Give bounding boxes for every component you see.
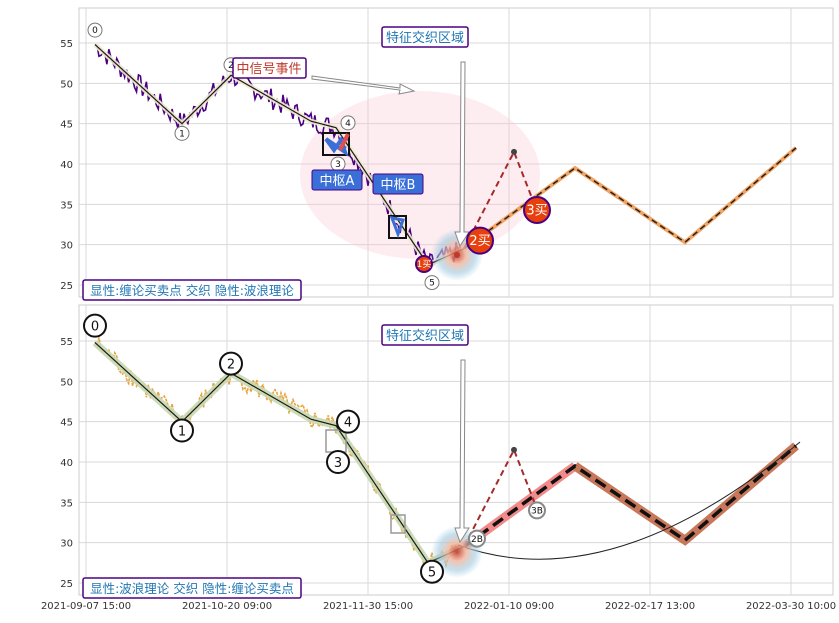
y-tick-label: 35 (60, 498, 73, 509)
buy-point-label: 1买 (417, 259, 432, 270)
wave-label: 5 (429, 279, 435, 289)
buy-point-circle (466, 226, 494, 255)
bottom-y-axis: 25 30 35 40 45 50 55 (60, 337, 73, 590)
x-axis: 2021-09-07 15:00 2021-10-20 09:00 2021-11-… (41, 601, 836, 612)
signal-event-label: 中信号事件 (236, 62, 301, 77)
buy-point-label: 2买 (469, 234, 490, 249)
zhongshu-b-label-box: 中枢B (372, 173, 424, 195)
y-tick-label: 30 (60, 241, 73, 252)
wave-label-circle (340, 115, 356, 131)
y-tick-label: 50 (60, 377, 73, 388)
wave-label: 3 (335, 160, 341, 170)
bottom-region-label-box: 特征交织区域 (381, 324, 469, 346)
y-tick-label: 25 (60, 281, 73, 292)
wave-label: 0 (92, 26, 98, 36)
top-dashed-buy-path (463, 148, 537, 250)
zhongshu-b-box (388, 215, 407, 239)
zhongshu-a-fill (324, 135, 349, 158)
wave-label-circle (420, 559, 444, 584)
forecast-line (463, 147, 797, 250)
x-tick-label: 2022-01-10 09:00 (464, 601, 554, 612)
x-tick-label: 2022-02-17 13:00 (605, 601, 695, 612)
buy-point-label: 3买 (526, 204, 547, 219)
zhongshu-b-label: 中枢B (381, 178, 416, 193)
y-tick-label: 35 (60, 200, 73, 211)
region-label: 特征交织区域 (386, 30, 464, 46)
wave-label-circle (326, 450, 350, 474)
top-legend-box: 显性:缠论买卖点 交织 隐性:波浪理论 (82, 279, 302, 301)
wave-label-circle (174, 125, 190, 141)
buy-point-circle (528, 501, 546, 520)
wave-label: 4 (344, 416, 352, 431)
y-tick-label: 55 (60, 337, 73, 348)
y-tick-label: 40 (60, 160, 73, 171)
dashed-peak-dot (511, 148, 517, 155)
bottom-down-arrow (454, 359, 470, 544)
y-tick-label: 45 (60, 418, 73, 429)
wave-label: 4 (345, 119, 351, 129)
wave-label: 1 (179, 129, 185, 139)
x-tick-label: 2021-11-30 15:00 (323, 601, 413, 612)
glow-center (454, 252, 460, 258)
buy-point-label: 3B (531, 507, 543, 517)
y-tick-label: 40 (60, 458, 73, 469)
zhongshu-a-label-box: 中枢A (311, 169, 363, 191)
zhongshu-a-box (322, 132, 350, 156)
bottom-dashed-buy-path (463, 446, 537, 548)
zhongshu-a-red (338, 133, 350, 151)
wave-label-circle (83, 313, 107, 338)
bottom-legend-box: 显性:波浪理论 交织 隐性:缠论买卖点 (82, 577, 302, 599)
wave-label: 0 (91, 320, 99, 335)
region-label-box: 特征交织区域 (381, 26, 469, 48)
top-wave-labels: 0 1 2 3 4 5 (87, 22, 440, 291)
down-arrow (454, 61, 470, 248)
forecast-line (462, 444, 798, 549)
wave-label: 2 (228, 61, 234, 71)
bottom-box-small2 (390, 514, 406, 534)
bottom-legend-label: 显性:波浪理论 交织 隐性:缠论买卖点 (90, 581, 294, 596)
signal-event-box: 中信号事件 (232, 57, 307, 79)
top-y-axis: 25 30 35 40 45 50 55 (60, 39, 73, 292)
top-forecast-path (462, 146, 798, 251)
wave-label: 1 (178, 425, 186, 440)
wave-label-circle (219, 351, 243, 376)
bottom-grid (79, 305, 833, 595)
x-tick-label: 2021-10-20 09:00 (182, 601, 272, 612)
wave-label: 2 (227, 358, 235, 373)
wave-label: 5 (428, 566, 436, 581)
zhongshu-a-label: 中枢A (320, 174, 355, 189)
wave-label: 3 (334, 456, 342, 471)
wave-label-circle (336, 409, 360, 434)
buy-point-label: 2B (471, 535, 483, 545)
buy-point-circle (523, 195, 551, 224)
wave-label-circle (170, 418, 194, 443)
buy-point-circle (415, 255, 433, 274)
x-tick-label: 2022-03-30 10:00 (746, 601, 836, 612)
zhongshu-b-fill (389, 216, 406, 239)
wave-label-circle (424, 275, 440, 291)
dashed-peak-dot (511, 446, 517, 453)
bottom-wave-labels: 0 1 2 3 4 5 (83, 313, 444, 584)
y-tick-label: 25 (60, 579, 73, 590)
top-legend-label: 显性:缠论买卖点 交织 隐性:波浪理论 (90, 283, 294, 298)
bottom-region-label: 特征交织区域 (386, 328, 464, 344)
x-tick-label: 2021-09-07 15:00 (41, 601, 131, 612)
signal-arrow (311, 75, 416, 95)
y-tick-label: 30 (60, 539, 73, 550)
y-tick-label: 55 (60, 39, 73, 50)
top-buy-labels: 1买 2买 3买 (415, 195, 551, 274)
y-tick-label: 50 (60, 79, 73, 90)
bottom-buy-labels: 2B 3B (468, 501, 546, 548)
bottom-arc (457, 441, 801, 560)
wave-label-circle (87, 22, 103, 38)
buy-point-circle (468, 529, 486, 548)
y-tick-label: 45 (60, 120, 73, 131)
